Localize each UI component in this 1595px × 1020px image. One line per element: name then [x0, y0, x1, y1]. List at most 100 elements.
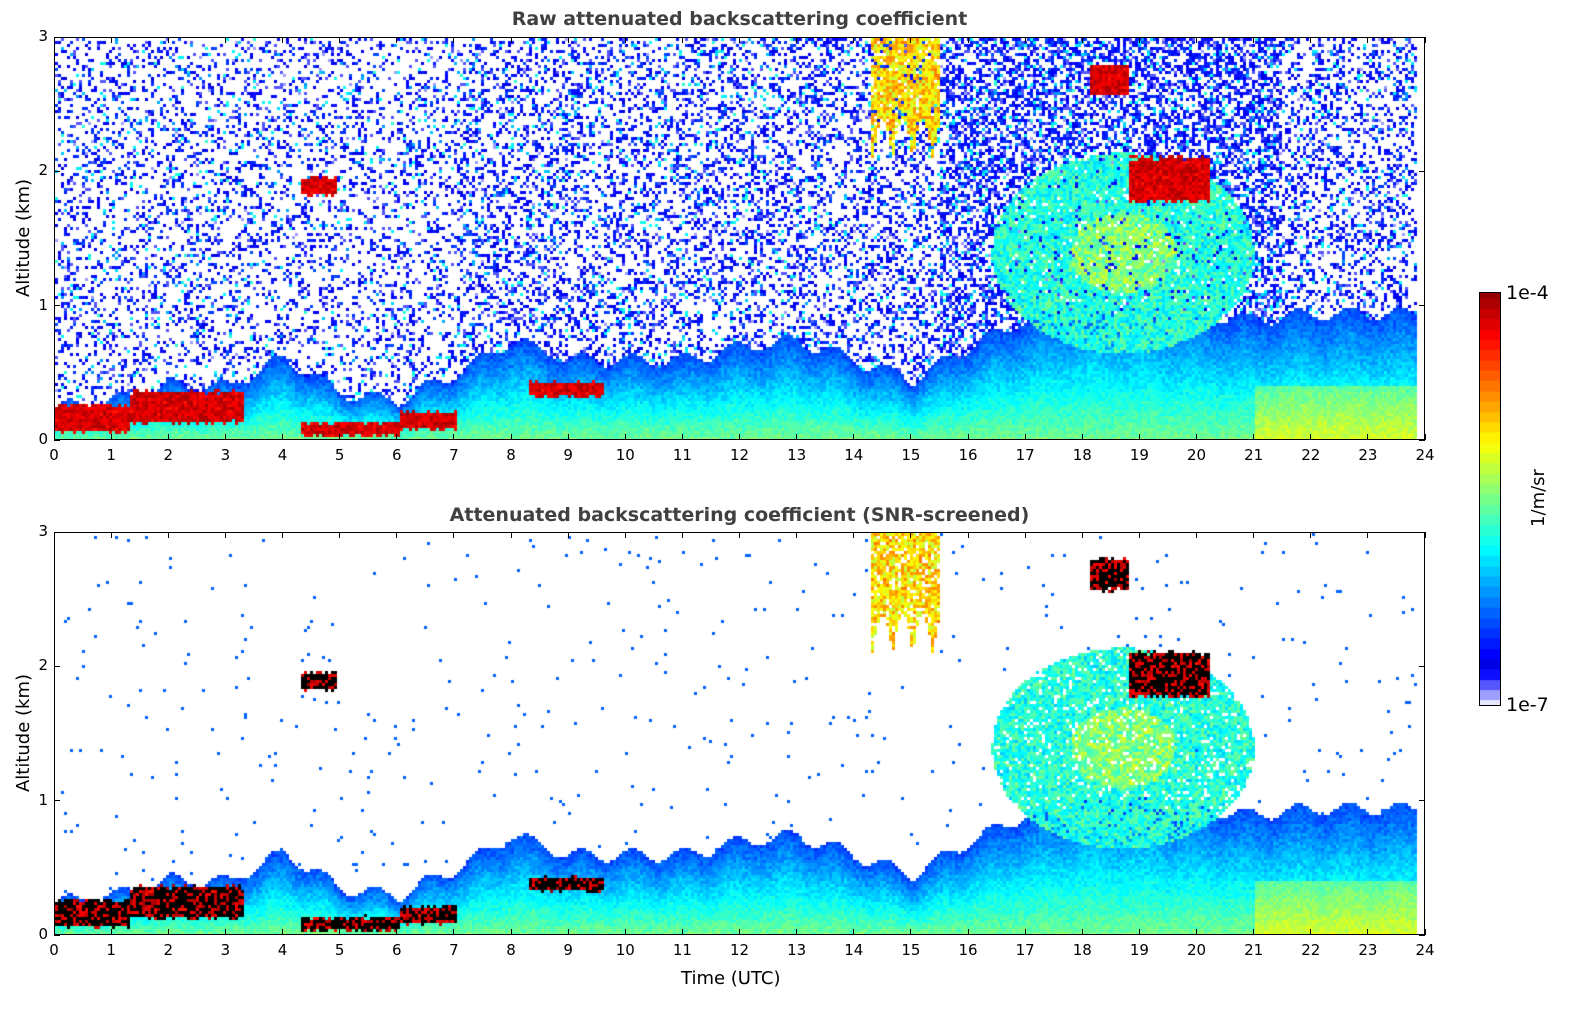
colorbar-max-label: 1e-4: [1506, 282, 1549, 304]
x-tick-top: [853, 532, 855, 538]
x-tick-label: 3: [220, 941, 231, 959]
x-tick: [1424, 434, 1426, 440]
x-tick: [1081, 929, 1083, 935]
x-tick: [1196, 434, 1197, 440]
x-tick: [1138, 434, 1140, 440]
x-tick: [967, 929, 969, 935]
x-tick-label: 8: [506, 941, 516, 959]
x-tick-label: 4: [277, 941, 288, 959]
x-axis-label: Time (UTC): [681, 968, 781, 989]
x-tick-label: 22: [1301, 941, 1321, 959]
x-tick: [567, 434, 569, 440]
x-tick-top: [1024, 37, 1026, 43]
x-tick-label: 18: [1072, 941, 1092, 959]
x-tick: [967, 434, 969, 440]
x-tick-top: [1253, 532, 1255, 538]
y-tick-label: 1: [38, 790, 48, 809]
x-tick-top: [624, 37, 626, 43]
x-tick-top: [339, 37, 341, 43]
x-tick: [796, 929, 798, 935]
x-tick-top: [567, 37, 569, 43]
y-tick-label: 3: [38, 522, 48, 540]
x-tick-top: [1367, 37, 1369, 43]
x-tick: [1024, 929, 1026, 935]
x-tick: [510, 929, 512, 935]
x-tick: [910, 434, 912, 440]
x-tick-top: [1253, 37, 1255, 43]
x-tick: [282, 929, 283, 935]
x-tick: [853, 434, 855, 440]
x-tick-top: [967, 532, 969, 538]
x-tick-top: [1196, 532, 1197, 538]
y-tick-right: [1419, 170, 1425, 172]
x-tick-top: [853, 37, 855, 43]
x-tick: [53, 929, 55, 935]
y-tick-right: [1419, 439, 1425, 441]
x-tick-top: [396, 37, 398, 43]
x-tick: [510, 434, 512, 440]
colorbar-label: 1/m/sr: [1528, 469, 1549, 527]
x-tick: [110, 929, 112, 935]
y-tick-right: [1419, 800, 1425, 802]
y-tick-right: [1419, 531, 1425, 533]
x-tick-label: 14: [844, 446, 864, 464]
x-tick: [739, 929, 740, 935]
x-tick: [567, 929, 569, 935]
x-tick-label: 23: [1358, 941, 1378, 959]
y-tick: [54, 170, 60, 172]
x-tick-top: [282, 37, 283, 43]
x-tick-label: 14: [844, 941, 864, 959]
x-tick-label: 24: [1415, 446, 1435, 464]
heatmap-screened-axes: [54, 532, 1425, 935]
x-tick-label: 7: [449, 941, 459, 959]
x-tick-top: [796, 37, 798, 43]
heatmap-screened: [55, 533, 1424, 934]
x-tick-top: [1310, 532, 1312, 538]
x-tick-label: 22: [1301, 446, 1321, 464]
x-tick: [1310, 929, 1312, 935]
x-tick: [1024, 434, 1026, 440]
colorbar-min-label: 1e-7: [1506, 694, 1549, 716]
y-tick-label: 0: [38, 925, 48, 943]
x-tick-label: 13: [787, 941, 807, 959]
colorbar: [1479, 292, 1501, 706]
x-tick-label: 2: [163, 941, 174, 959]
x-tick-label: 5: [334, 941, 345, 959]
y-tick-label: 3: [38, 27, 48, 45]
x-tick-top: [53, 532, 55, 538]
x-tick: [453, 434, 455, 440]
x-tick-label: 11: [672, 941, 692, 959]
x-tick-top: [910, 532, 912, 538]
heatmap-raw: [55, 38, 1424, 439]
x-tick-label: 16: [958, 446, 978, 464]
x-tick: [282, 434, 283, 440]
y-tick: [54, 305, 60, 307]
x-tick-top: [167, 37, 169, 43]
x-tick-top: [1138, 532, 1140, 538]
x-tick-top: [796, 532, 798, 538]
x-tick-top: [1424, 532, 1426, 538]
x-tick-top: [681, 37, 683, 43]
y-tick-right: [1419, 665, 1425, 667]
x-tick: [53, 434, 55, 440]
x-tick-top: [910, 37, 912, 43]
x-tick: [624, 929, 626, 935]
x-tick-top: [681, 532, 683, 538]
x-tick-top: [110, 532, 112, 538]
y-tick-right: [1419, 305, 1425, 307]
x-tick-label: 11: [672, 446, 692, 464]
y-tick: [54, 36, 60, 38]
plot-title-screened: Attenuated backscattering coefficient (S…: [449, 504, 1030, 526]
x-tick: [453, 929, 455, 935]
x-tick-top: [110, 37, 112, 43]
x-tick-top: [1081, 532, 1083, 538]
x-tick-label: 9: [563, 446, 573, 464]
x-tick-label: 1: [106, 941, 116, 959]
x-tick-label: 0: [49, 446, 59, 464]
x-tick-label: 1: [106, 446, 116, 464]
x-tick: [224, 929, 226, 935]
colorbar-gradient: [1480, 293, 1500, 705]
x-tick-label: 12: [729, 446, 750, 464]
x-tick-top: [1024, 532, 1026, 538]
x-tick-label: 2: [163, 446, 174, 464]
